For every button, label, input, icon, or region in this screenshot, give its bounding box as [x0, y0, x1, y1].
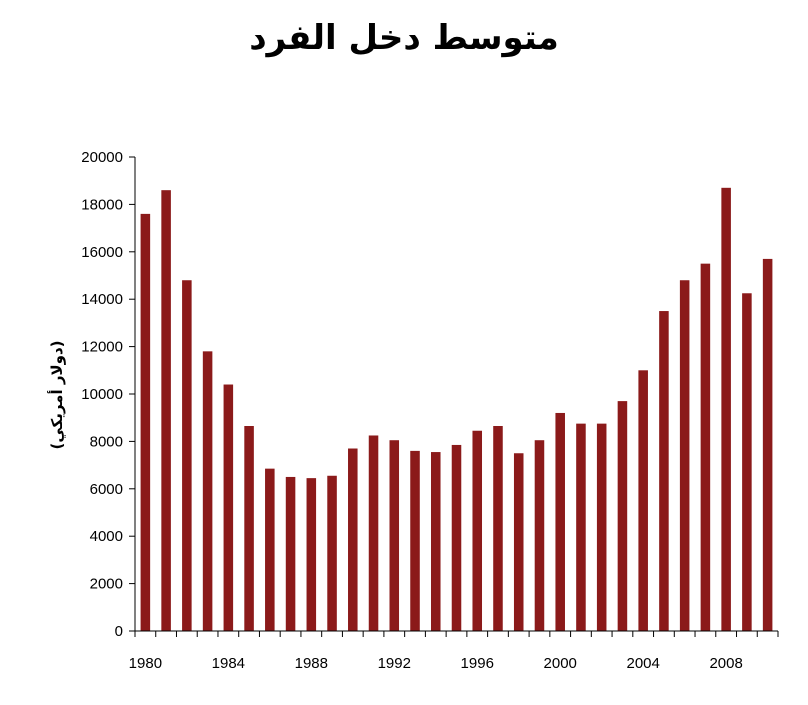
bar-1987: [285, 476, 296, 631]
bar-1993: [410, 450, 420, 631]
bar-1990: [348, 448, 358, 631]
bar-1986: [265, 468, 275, 631]
bar-1985: [244, 426, 254, 631]
bars-layer: [140, 187, 773, 632]
bar-2006: [679, 280, 690, 631]
chart-title: متوسط دخل الفرد: [249, 18, 559, 58]
bar-2007: [700, 263, 711, 631]
bar-1988: [306, 478, 317, 631]
bar-1997: [493, 426, 503, 631]
y-tick-label: 2000: [90, 576, 123, 593]
bar-2004: [638, 370, 648, 631]
y-tick-label: 0: [115, 623, 123, 640]
x-tick-label: 1996: [461, 655, 494, 672]
y-tick-label: 10000: [81, 386, 123, 403]
bar-1998: [513, 453, 524, 631]
bar-2000: [555, 412, 565, 631]
bar-1996: [472, 430, 483, 631]
bar-1980: [140, 213, 151, 631]
y-tick-label: 14000: [81, 291, 123, 308]
y-tick-label: 20000: [81, 149, 123, 166]
bar-2003: [617, 401, 628, 631]
bar-1982: [182, 280, 192, 631]
bar-2009: [742, 293, 752, 631]
y-tick-label: 18000: [81, 196, 123, 213]
bar-1989: [327, 475, 337, 631]
bar-1995: [451, 444, 462, 631]
x-tick-label: 1984: [212, 655, 245, 672]
x-tick-label: 2008: [709, 655, 742, 672]
bar-2001: [576, 423, 586, 632]
bar-2010: [762, 258, 773, 631]
bar-1994: [430, 452, 441, 631]
y-tick-label: 4000: [90, 528, 123, 545]
bar-2008: [721, 187, 731, 631]
bar-1983: [202, 351, 213, 631]
bar-1991: [368, 435, 379, 631]
bar-2002: [596, 423, 607, 632]
bar-1992: [389, 440, 400, 631]
y-tick-label: 6000: [90, 481, 123, 498]
x-tick-label: 2004: [626, 655, 659, 672]
y-ticks-layer: 0 2000 4000 6000 8000 10000 12000 14000 16000 180…: [81, 149, 135, 640]
x-tick-label: 1992: [378, 655, 411, 672]
bar-1981: [161, 190, 171, 631]
x-tick-label: 1980: [129, 655, 162, 672]
bar-1999: [534, 440, 545, 631]
y-axis-title: (دولار أمريكي): [47, 340, 66, 449]
bar-1984: [223, 384, 234, 631]
y-tick-label: 16000: [81, 244, 123, 261]
y-tick-label: 8000: [90, 433, 123, 450]
x-tick-label: 2000: [544, 655, 577, 672]
y-tick-label: 12000: [81, 339, 123, 356]
bar-2005: [659, 311, 669, 631]
x-tick-label: 1988: [295, 655, 328, 672]
x-ticks-layer: 1980 1984 1988 1992 1996 2000 2004 2008: [129, 631, 779, 672]
